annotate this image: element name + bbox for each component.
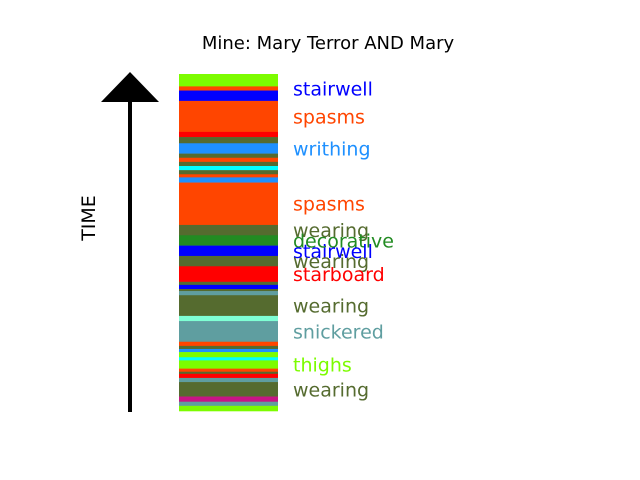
stripe-17 [179,245,278,257]
stripe-38 [179,396,278,402]
stripe-8 [179,157,278,163]
stripe-9 [179,161,278,167]
stripe-25 [179,315,278,322]
stripe-4 [179,131,278,138]
stripe-column [179,74,278,412]
word-labels: stairwellspasmswrithingspasmswearingdeco… [293,78,394,401]
word-label-10: snickered [293,321,384,343]
word-label-12: wearing [293,379,369,401]
stripe-21 [179,284,278,290]
word-label-5: decorative [293,230,394,252]
stripe-20 [179,281,278,286]
stripe-19 [179,266,278,283]
stripe-12 [179,174,278,178]
word-label-11: thighs [293,354,352,376]
stripe-1 [179,86,278,91]
word-label-1: spasms [293,106,365,128]
word-label-3: spasms [293,194,365,216]
stripe-0 [179,74,278,87]
word-label-8: starboard [293,264,385,286]
stripe-27 [179,341,278,347]
chart-title: Mine: Mary Terror AND Mary [202,33,455,54]
word-label-6: stairwell [293,241,373,263]
stripe-23 [179,291,278,296]
stripe-26 [179,321,278,343]
stripe-34 [179,371,278,375]
stripe-16 [179,235,278,246]
stripe-36 [179,377,278,383]
time-arrow [101,72,159,412]
word-label-4: wearing [293,220,369,242]
y-axis-label: TIME [78,195,100,242]
stripe-32 [179,360,278,369]
stripe-11 [179,170,278,175]
word-label-2: writhing [293,138,371,160]
word-label-9: wearing [293,296,369,318]
stripe-14 [179,182,278,226]
stripe-3 [179,100,278,133]
stripe-5 [179,137,278,144]
stripe-28 [179,345,278,350]
stripe-33 [179,368,278,373]
word-label-7: wearing [293,251,369,273]
stripe-7 [179,153,278,159]
stripe-15 [179,224,278,236]
stripe-13 [179,177,278,183]
stripe-29 [179,348,278,353]
time-arrow-head [101,72,159,102]
stripe-22 [179,289,278,292]
stripe-31 [179,357,278,361]
stripe-24 [179,295,278,317]
stripe-18 [179,255,278,267]
stripe-6 [179,143,278,154]
stripe-40 [179,405,278,412]
stripe-10 [179,166,278,171]
stripe-39 [179,401,278,407]
word-label-0: stairwell [293,78,373,100]
stripe-30 [179,352,278,358]
stripe-35 [179,373,278,379]
stripe-37 [179,382,278,397]
stripe-2 [179,90,278,102]
